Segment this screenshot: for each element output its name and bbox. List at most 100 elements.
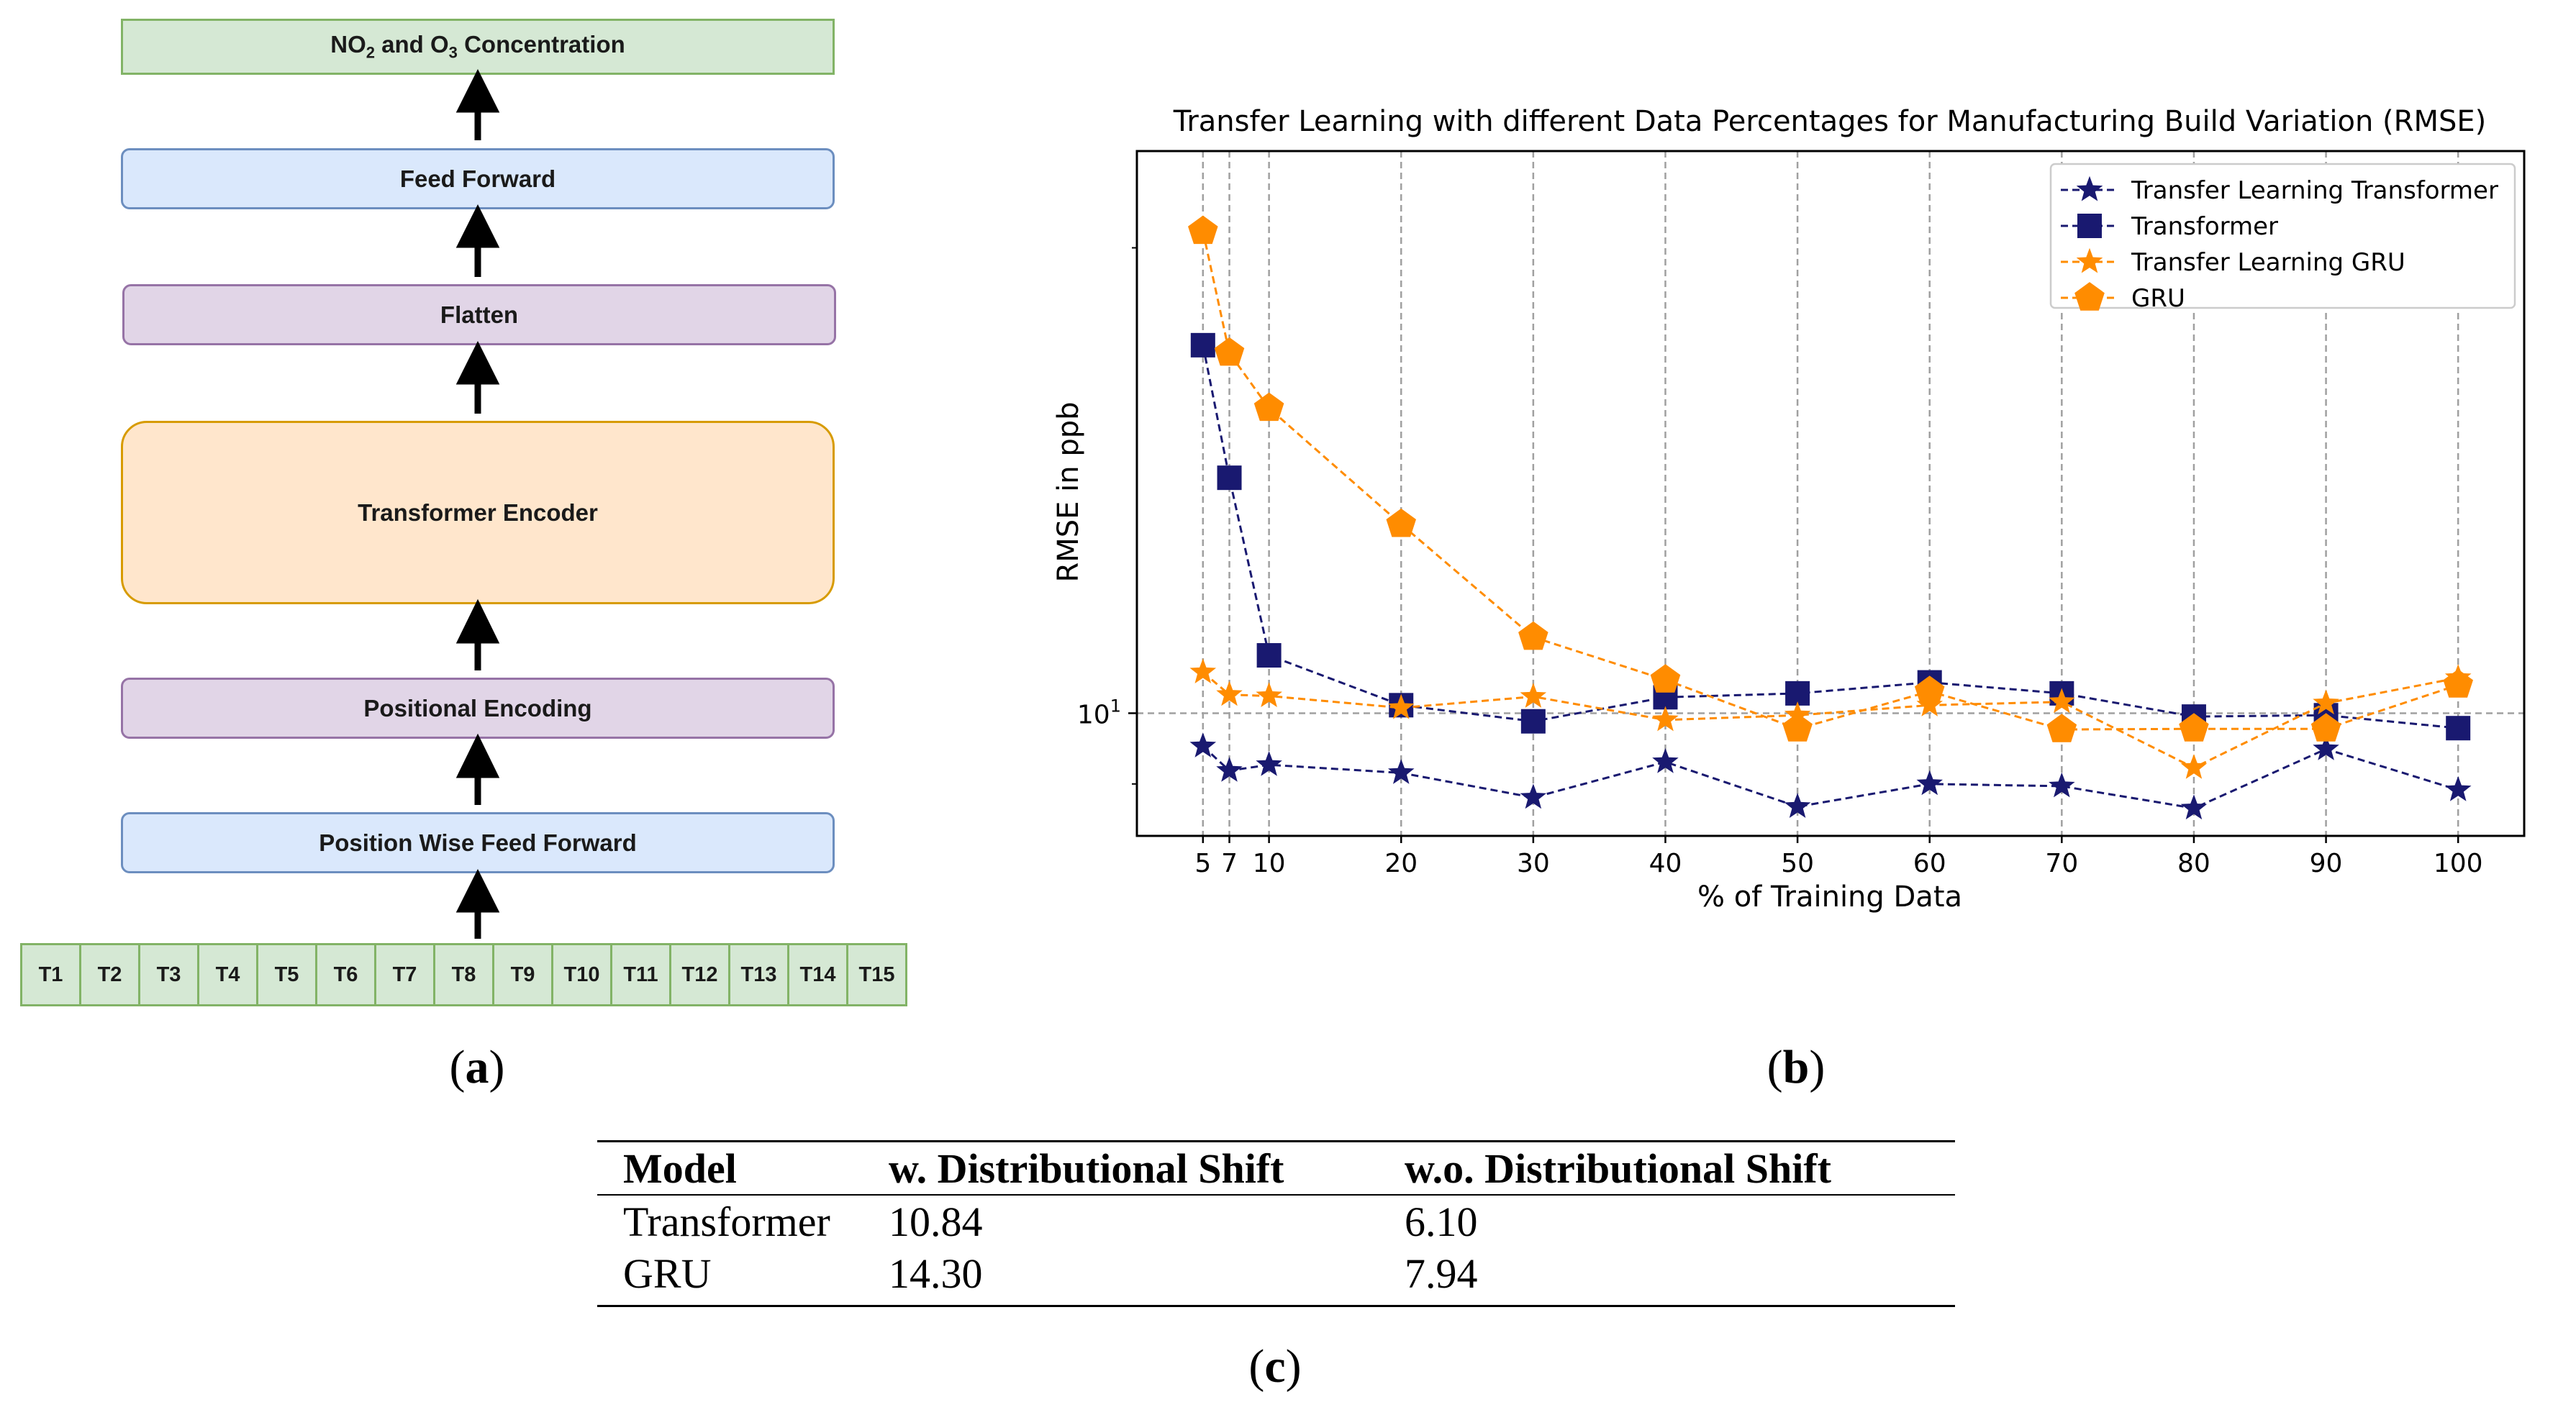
x-tick-label: 40	[1649, 849, 1682, 878]
data-point	[2313, 735, 2339, 760]
panel-label-b: (b)	[1767, 1041, 1826, 1093]
data-point	[1256, 682, 1282, 707]
token-box: T6	[315, 943, 376, 1006]
token-box: T10	[551, 943, 612, 1006]
x-tick-label: 20	[1384, 849, 1418, 878]
token-row: T1 T2 T3 T4 T5 T6 T7 T8 T9 T10 T11 T12 T13 T14 T15	[20, 943, 907, 1006]
data-point	[2046, 714, 2077, 742]
data-point	[2443, 669, 2473, 698]
arrow-head-icon	[455, 733, 500, 778]
data-point	[2049, 688, 2075, 714]
plot-frame	[1135, 150, 2526, 837]
bottom-rule	[597, 1305, 1955, 1307]
data-point	[1782, 713, 1813, 742]
x-tick-label: 50	[1781, 849, 1814, 878]
x-tick-label: 90	[2310, 849, 2343, 878]
data-point	[1189, 658, 1217, 683]
series-line	[1202, 745, 2459, 810]
rmse-chart: Transfer Learning with different Data Pe…	[1052, 105, 2526, 914]
series-line	[1202, 345, 2459, 729]
data-point	[1520, 709, 1546, 734]
data-point	[1520, 783, 1547, 809]
arrow-head-icon	[455, 868, 500, 913]
data-point	[2049, 772, 2075, 798]
data-point	[1216, 681, 1243, 706]
data-point	[1388, 693, 1415, 719]
token-box: T3	[138, 943, 199, 1006]
data-point	[2180, 754, 2208, 779]
arrow-head-icon	[455, 340, 500, 385]
data-point	[1386, 508, 1416, 537]
legend-marker	[2077, 214, 2102, 238]
feed-forward-box: Feed Forward	[121, 148, 835, 209]
series-line	[1202, 671, 2459, 769]
arrow-head-icon	[455, 204, 500, 248]
data-point	[1256, 643, 1282, 668]
data-point	[1520, 683, 1547, 708]
token-box: T2	[79, 943, 140, 1006]
table-row: GRU 14.30 7.94	[597, 1247, 1955, 1299]
data-point	[1189, 732, 1217, 757]
data-point	[1217, 465, 1242, 491]
x-tick-label: 100	[2434, 849, 2483, 878]
x-tick-label: 10	[1253, 849, 1286, 878]
token-box: T8	[433, 943, 494, 1006]
arrow-head-icon	[455, 68, 500, 113]
x-tick-label: 7	[1221, 849, 1238, 878]
cell-without-shift: 7.94	[1405, 1250, 1478, 1297]
transformer-encoder-box: Transformer Encoder	[121, 421, 835, 604]
panel-label-a: (a)	[449, 1041, 505, 1093]
data-point	[2179, 713, 2209, 742]
x-tick-label: 70	[2045, 849, 2078, 878]
data-point	[1256, 751, 1282, 776]
data-point	[1916, 770, 1943, 796]
arrow-head-icon	[455, 599, 500, 644]
cell-without-shift: 6.10	[1405, 1198, 1478, 1245]
output-box: NO2 and O3 Concentration	[121, 19, 835, 75]
panel-label-c: (c)	[1248, 1340, 1302, 1393]
chart-title: Transfer Learning with different Data Pe…	[1173, 105, 2486, 138]
data-point	[1188, 215, 1218, 245]
token-box: T9	[492, 943, 553, 1006]
header-with-shift: w. Distributional Shift	[889, 1144, 1284, 1192]
series-line	[1202, 231, 2459, 731]
data-point	[2446, 716, 2471, 741]
legend-label: Transfer Learning GRU	[2131, 248, 2405, 277]
legend-label: Transfer Learning Transformer	[2131, 176, 2498, 205]
data-point	[2180, 794, 2208, 820]
position-wise-feed-forward-box: Position Wise Feed Forward	[121, 812, 835, 873]
token-box: T14	[787, 943, 848, 1006]
data-point	[1388, 759, 1415, 784]
cell-with-shift: 14.30	[889, 1250, 983, 1297]
legend-box	[2049, 163, 2516, 309]
token-box: T7	[374, 943, 435, 1006]
top-rule	[597, 1140, 1955, 1142]
output-label: NO2 and O3 Concentration	[330, 31, 625, 62]
legend-label: Transformer	[2131, 212, 2278, 241]
mid-rule	[597, 1194, 1955, 1196]
data-point	[2313, 689, 2339, 715]
token-box: T4	[197, 943, 258, 1006]
data-point	[1784, 793, 1811, 818]
legend-marker	[2076, 176, 2103, 201]
x-tick-label: 60	[1913, 849, 1946, 878]
flow-arrows	[455, 68, 500, 939]
cell-model: GRU	[623, 1250, 712, 1297]
header-without-shift: w.o. Distributional Shift	[1405, 1144, 1831, 1192]
data-point	[1214, 337, 1245, 366]
positional-encoding-box: Positional Encoding	[121, 678, 835, 739]
data-point	[1914, 675, 1945, 704]
token-box: T5	[256, 943, 317, 1006]
data-point	[1652, 748, 1679, 773]
cell-model: Transformer	[623, 1198, 830, 1245]
data-point	[1190, 332, 1215, 358]
flatten-box: Flatten	[122, 284, 836, 345]
token-box: T11	[610, 943, 671, 1006]
results-table: Model w. Distributional Shift w.o. Distr…	[597, 1140, 1955, 1307]
data-point	[1518, 621, 1548, 650]
table-header-row: Model w. Distributional Shift w.o. Distr…	[597, 1142, 1955, 1194]
cell-with-shift: 10.84	[889, 1198, 983, 1245]
header-model: Model	[623, 1144, 737, 1192]
x-axis-label: % of Training Data	[1697, 880, 1962, 914]
data-point	[2310, 713, 2341, 742]
